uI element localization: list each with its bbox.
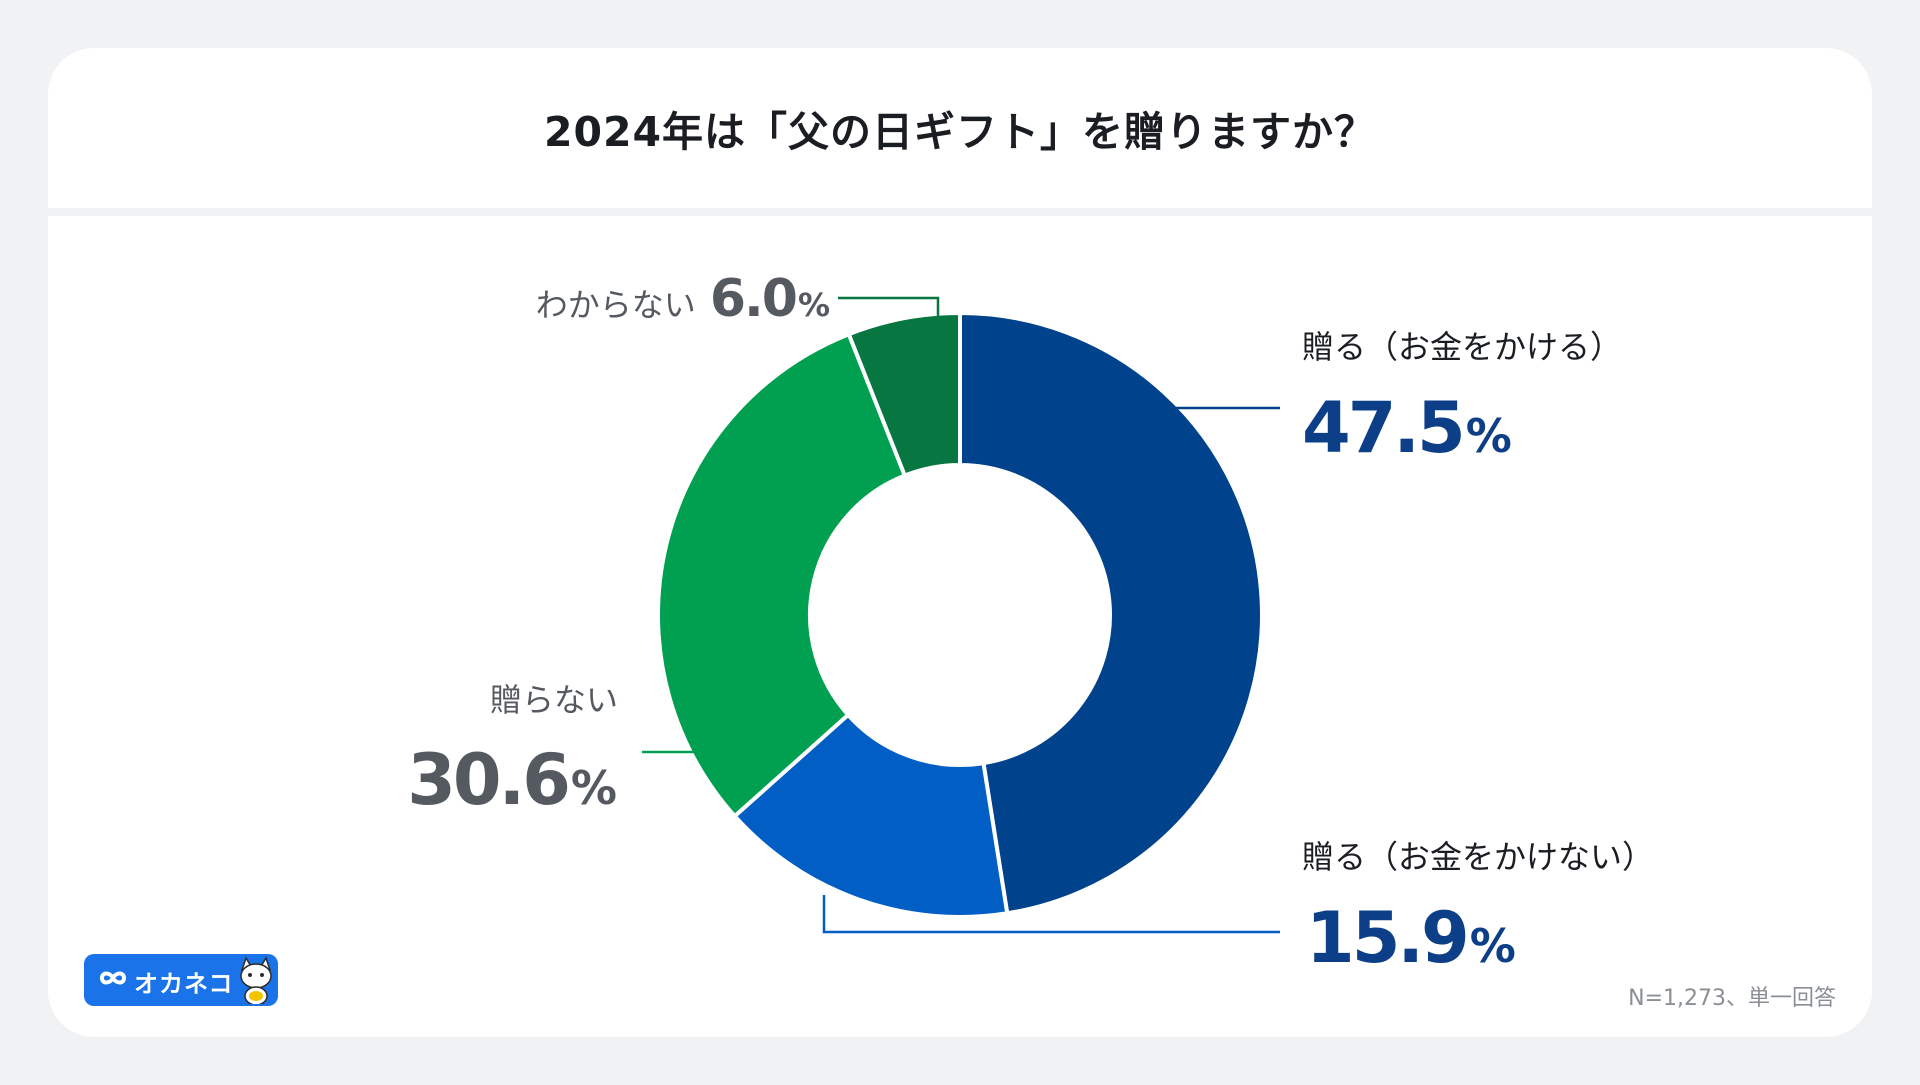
slice-give-with-money [958,311,1264,916]
slice-value-number: 6.0 [710,269,796,329]
slice-label-give-without-money: 贈る（お金をかけない） [1302,838,1654,876]
donut-slices [656,311,1264,919]
slice-not-give [656,332,907,819]
slice-value-unit: % [1466,409,1511,463]
slice-label-give-with-money: 贈る（お金をかける） [1302,328,1622,366]
slice-value-give-with-money: 47.5% [1302,387,1511,469]
slice-value-unit: % [798,286,830,324]
slice-value-unit: % [571,761,616,815]
slice-unknown [846,311,962,478]
slice-value-not-give: 30.6% [407,739,616,821]
slice-value-give-without-money: 15.9% [1306,897,1515,979]
slice-value-number: 15.9 [1306,897,1467,979]
slice-value-unit: % [1470,919,1515,973]
leader-line-unknown [838,296,940,318]
logo-text: オカネコ [134,970,234,998]
leader-line-give-without-money [822,895,1280,934]
okaneko-logo: オカネコ [84,954,278,1006]
leader-lines [642,296,1280,934]
slice-value-number: 30.6 [407,739,568,821]
chart-title: 2024年は「父の日ギフト」を贈りますか？ [543,108,1377,156]
slice-label-not-give: 贈らない [490,681,618,719]
slice-give-without-money [732,712,1010,919]
cat-mascot-icon [240,956,272,1004]
slice-row-unknown: わからない 6.0% [536,269,830,329]
slice-value-number: 47.5 [1302,387,1463,469]
slice-label-unknown: わからない [536,286,696,324]
infinity-icon [99,971,127,985]
chart-header: 2024年は「父の日ギフト」を贈りますか？ [48,48,1872,208]
header-divider [48,208,1872,216]
sample-size-note: N=1,273、単一回答 [1628,986,1836,1011]
